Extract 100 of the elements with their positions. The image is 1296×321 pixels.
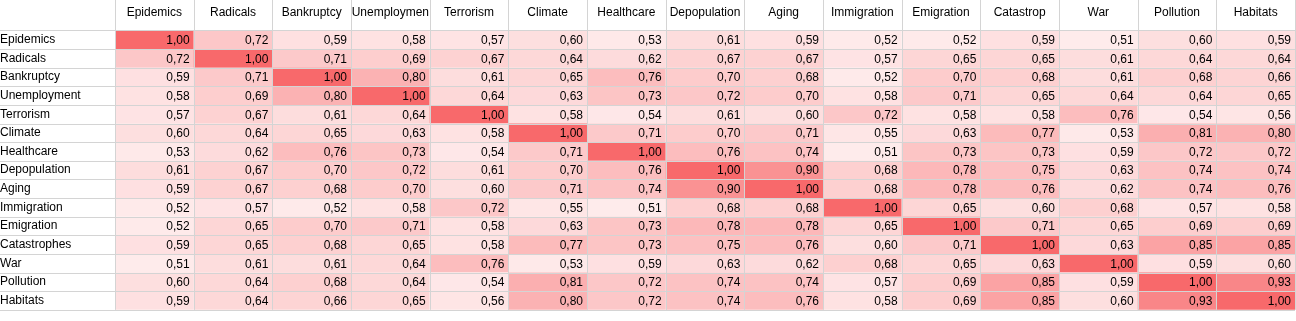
data-label: 0,69 (1267, 219, 1292, 234)
data-label: 0,72 (1267, 144, 1292, 159)
data-label: 0,70 (323, 163, 348, 178)
data-label: 1,00 (559, 126, 584, 141)
data-label: 0,59 (166, 237, 190, 252)
data-label: 0,53 (1110, 126, 1134, 141)
data-label: 0,65 (244, 237, 269, 252)
data-label: 0,93 (1188, 293, 1213, 308)
x-tick-label: Emigration (912, 4, 970, 19)
data-label: 0,77 (1031, 126, 1056, 141)
x-tick-label: Pollution (1153, 4, 1201, 19)
data-label: 0,58 (1031, 107, 1056, 122)
data-label: 0,52 (166, 219, 190, 234)
data-label: 0,54 (1188, 107, 1213, 122)
data-label: 0,63 (716, 256, 741, 271)
data-label: 0,63 (559, 88, 584, 103)
data-label: 0,73 (952, 144, 977, 159)
data-label: 0,66 (1267, 70, 1292, 85)
data-label: 0,74 (1267, 163, 1292, 178)
data-label: 0,70 (795, 88, 820, 103)
data-label: 0,76 (638, 163, 662, 178)
data-label: 0,64 (480, 88, 505, 103)
data-label: 0,71 (559, 182, 584, 197)
data-label: 0,64 (1267, 51, 1292, 66)
data-label: 0,69 (402, 51, 426, 66)
data-label: 0,60 (1188, 33, 1213, 48)
data-label: 0,59 (323, 33, 348, 48)
data-label: 0,64 (1110, 88, 1134, 103)
data-label: 0,58 (874, 88, 898, 103)
data-label: 0,80 (559, 293, 584, 308)
data-label: 0,68 (1110, 200, 1134, 215)
data-label: 0,59 (1188, 256, 1213, 271)
data-label: 0,67 (244, 163, 269, 178)
data-label: 0,68 (323, 237, 348, 252)
data-label: 0,70 (323, 219, 348, 234)
data-label: 1,00 (716, 163, 741, 178)
data-label: 0,67 (244, 107, 269, 122)
data-label: 0,70 (952, 70, 977, 85)
data-label: 0,71 (952, 88, 977, 103)
data-label: 0,73 (638, 219, 662, 234)
data-label: 0,57 (1188, 200, 1213, 215)
data-label: 0,65 (244, 219, 269, 234)
data-label: 0,60 (480, 182, 505, 197)
data-label: 0,58 (480, 219, 505, 234)
data-label: 0,65 (402, 237, 426, 252)
data-label: 0,59 (166, 293, 190, 308)
data-label: 1,00 (1110, 256, 1134, 271)
data-label: 0,74 (1188, 163, 1213, 178)
data-label: 0,81 (1188, 126, 1213, 141)
data-label: 0,72 (244, 33, 269, 48)
data-label: 0,74 (638, 182, 662, 197)
data-label: 0,59 (1110, 144, 1134, 159)
data-label: 0,74 (1188, 182, 1213, 197)
data-label: 0,72 (166, 51, 190, 66)
y-tick-label: Terrorism (0, 106, 50, 121)
data-label: 0,65 (323, 126, 348, 141)
x-tick-label: Epidemics (126, 4, 183, 19)
data-label: 0,61 (244, 256, 269, 271)
data-label: 0,58 (559, 107, 584, 122)
data-label: 0,71 (952, 237, 977, 252)
data-label: 0,52 (874, 33, 898, 48)
data-label: 0,59 (166, 70, 190, 85)
data-label: 0,60 (795, 107, 820, 122)
data-label: 0,75 (1031, 163, 1056, 178)
data-label: 0,57 (244, 200, 269, 215)
data-label: 0,90 (795, 163, 820, 178)
data-label: 0,58 (1267, 200, 1292, 215)
data-label: 1,00 (1031, 237, 1056, 252)
data-label: 0,68 (874, 163, 898, 178)
data-label: 0,51 (874, 144, 898, 159)
data-label: 0,68 (795, 200, 820, 215)
data-label: 0,52 (952, 33, 977, 48)
y-tick-label: Radicals (0, 50, 47, 65)
data-label: 0,74 (795, 144, 820, 159)
data-label: 0,64 (244, 275, 269, 290)
data-label: 0,71 (795, 126, 820, 141)
data-label: 0,51 (638, 200, 662, 215)
data-label: 1,00 (795, 182, 820, 197)
data-label: 0,58 (480, 126, 505, 141)
data-label: 0,85 (1031, 275, 1056, 290)
data-label: 0,80 (323, 88, 348, 103)
data-label: 0,60 (166, 275, 190, 290)
data-label: 0,72 (638, 275, 662, 290)
data-label: 0,68 (1031, 70, 1056, 85)
data-label: 0,71 (323, 51, 348, 66)
data-label: 0,57 (874, 275, 898, 290)
data-label: 0,75 (716, 237, 741, 252)
data-label: 0,65 (402, 293, 426, 308)
data-label: 0,70 (402, 182, 426, 197)
data-label: 0,54 (638, 107, 662, 122)
x-tick-label: Catastrop (993, 4, 1046, 19)
x-tick-label: War (1087, 4, 1110, 19)
data-label: 0,52 (166, 200, 190, 215)
data-label: 0,63 (1031, 256, 1056, 271)
data-label: 0,80 (1267, 126, 1292, 141)
data-label: 0,60 (166, 126, 190, 141)
x-tick-label: Bankruptcy (281, 4, 342, 19)
y-tick-label: Bankruptcy (0, 69, 61, 84)
data-label: 0,53 (559, 256, 584, 271)
data-label: 0,57 (480, 33, 505, 48)
